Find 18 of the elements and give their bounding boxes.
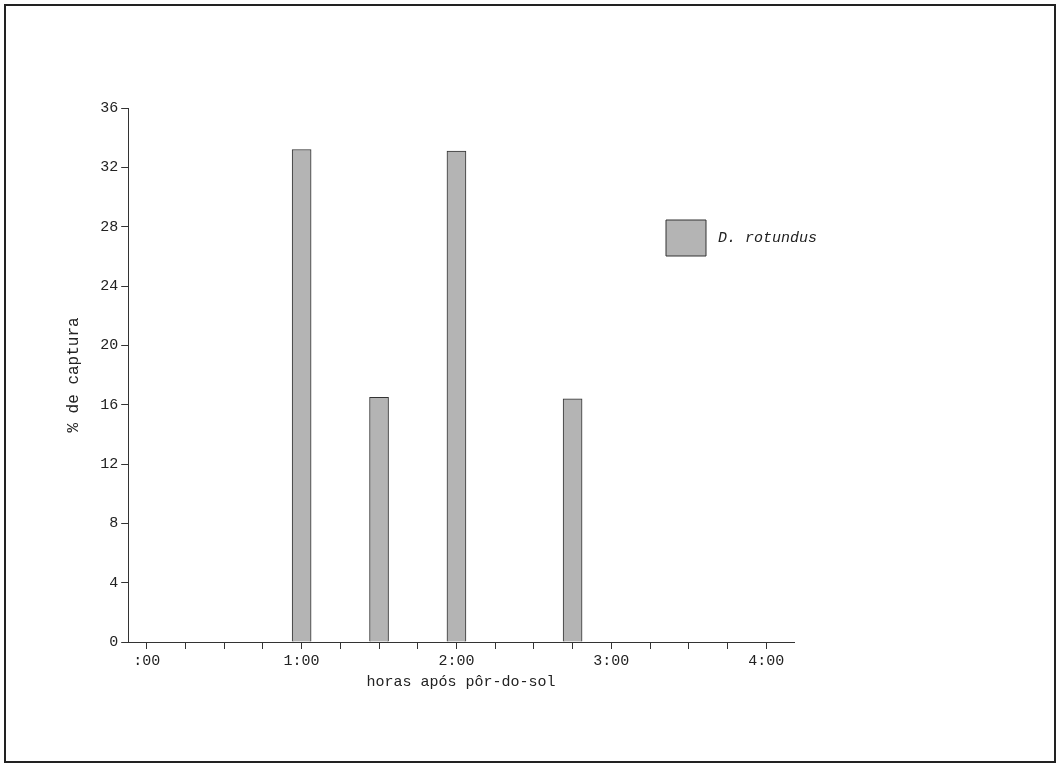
y-tick-label: 36 (100, 99, 119, 117)
y-tick-label: 4 (109, 574, 119, 592)
y-axis-title: % de captura (64, 316, 83, 433)
y-tick-label: 24 (100, 277, 119, 295)
y-tick-label: 12 (100, 455, 119, 473)
legend-label: D. rotundus (718, 229, 818, 247)
y-tick-label: 32 (100, 159, 119, 177)
y-tick-label: 8 (109, 515, 119, 533)
y-tick-label: 16 (100, 396, 119, 414)
x-tick-label: :00 (133, 652, 161, 670)
x-tick-label: 4:00 (748, 652, 785, 670)
x-tick-label: 3:00 (593, 652, 630, 670)
y-tick-label: 20 (100, 337, 119, 355)
y-tick-label: 28 (100, 218, 119, 236)
x-axis-title: horas após pôr-do-sol (366, 673, 556, 691)
x-tick-label: 2:00 (438, 652, 475, 670)
x-tick-label: 1:00 (283, 652, 320, 670)
y-tick-label: 0 (109, 633, 119, 651)
